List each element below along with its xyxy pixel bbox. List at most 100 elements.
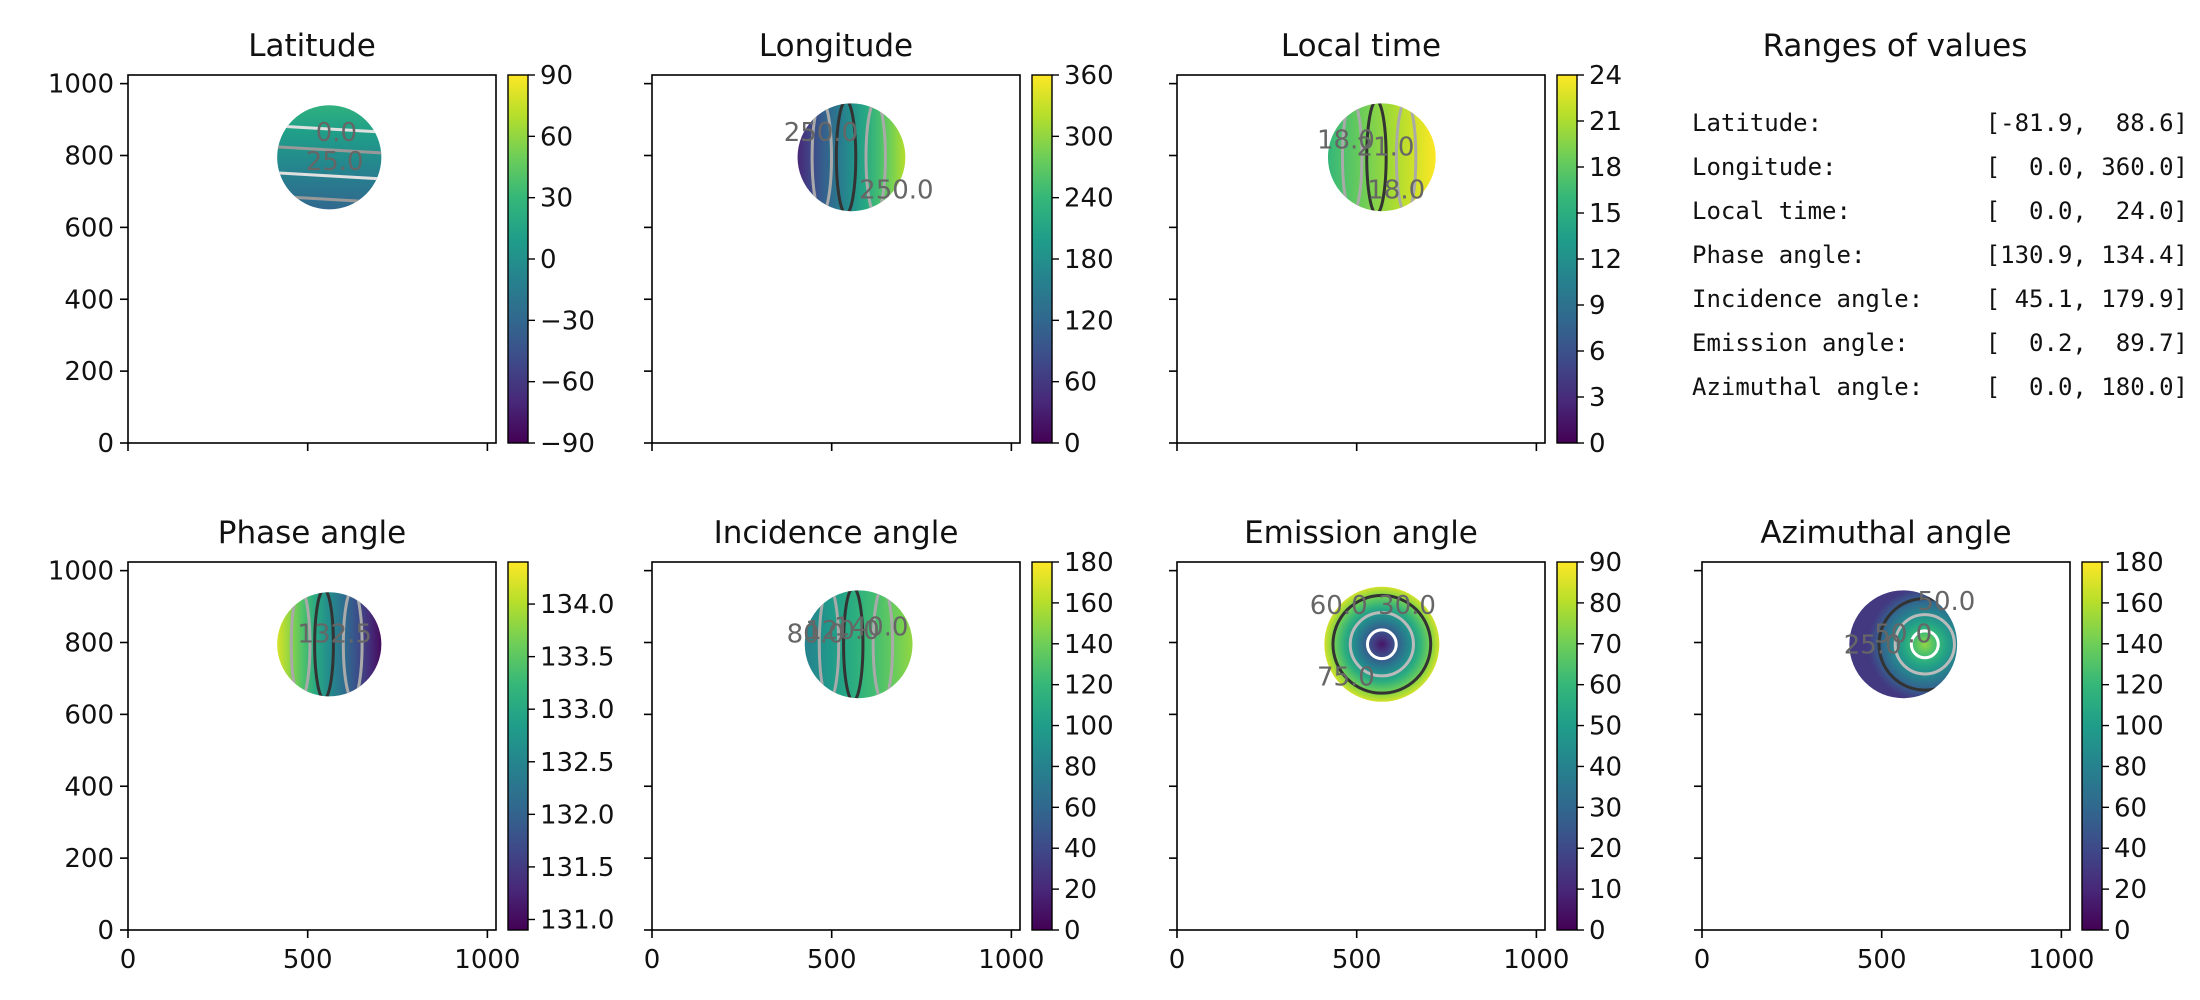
colorbar-tick-label: 21 [1589,107,1622,137]
colorbar-tick-label: 160 [1064,589,1114,619]
colorbar-tick-label: 12 [1589,245,1622,275]
x-tick-label: 0 [644,945,661,975]
axes-frame [651,74,1021,444]
colorbar-tick-label: 120 [1064,306,1114,336]
x-tick-label: 500 [1332,945,1382,975]
axes-frame [1701,561,2071,931]
colorbar-tick-label: 80 [1064,752,1097,782]
colorbar-tick-label: 133.0 [540,695,614,725]
y-tick-label: 200 [64,844,114,874]
contour-label: 0.0 [316,118,357,148]
contour-line [1877,596,1958,692]
colorbar-tick-label: 240 [1064,184,1114,214]
y-tick-label: 1000 [48,557,114,587]
contour-label: 60.0 [1310,591,1368,621]
range-value: [ 0.0, 180.0] [1986,373,2188,401]
axes-frame [127,74,497,444]
contour-line [1331,593,1433,695]
colorbar-tick-label: −30 [540,306,595,336]
colorbar-tick-label: 30 [540,184,573,214]
contour-label: 75.0 [1317,663,1375,693]
colorbar-tick-label: 140 [2114,630,2164,660]
planet-disk [797,103,906,212]
subplot-title: Azimuthal angle [1760,515,2011,551]
colorbar-tick-label: 6 [1589,337,1606,367]
axes-frame [651,561,1021,931]
colorbar-tick-label: −90 [540,429,595,459]
contour-label: 30.0 [1378,591,1436,621]
contour-line [277,124,382,134]
subplot-0: Latitude0.025.002004006008001000−90−60−3… [48,28,595,459]
colorbar [1031,74,1053,444]
colorbar-tick-label: 300 [1064,122,1114,152]
contour-line [1394,103,1418,212]
colorbar-tick-label: 180 [1064,548,1114,578]
colorbar-tick-label: 140 [1064,630,1114,660]
colorbar-tick-label: 134.0 [540,590,614,620]
colorbar-tick-label: 160 [2114,589,2164,619]
contour-label: 250.0 [859,176,933,206]
x-tick-label: 500 [1857,945,1907,975]
range-label: Incidence angle: [1692,285,1923,313]
colorbar-tick-label: 15 [1589,199,1622,229]
contour-line [313,592,335,697]
colorbar [2081,561,2103,931]
contour-line [277,145,382,155]
y-tick-label: 0 [97,429,114,459]
subplot-title: Phase angle [218,515,406,551]
contour-lines [817,590,895,699]
x-tick-label: 0 [1169,945,1186,975]
colorbar-tick-label: 60 [1064,368,1097,398]
colorbar-tick-label: 0 [1589,916,1606,946]
planet-disk [1324,586,1440,702]
colorbar-tick-label: 50 [1589,712,1622,742]
contour-label: 50.0 [1874,620,1932,650]
colorbar-tick-label: 40 [1589,752,1622,782]
axes-frame [1176,74,1546,444]
colorbar-tick-label: 80 [1589,589,1622,619]
colorbar-tick-label: 131.5 [540,853,614,883]
range-value: [ 0.0, 360.0] [1986,153,2188,181]
ranges-panel: Ranges of values Latitude: [-81.9, 88.6]L… [1692,28,2188,401]
subplot-title: Local time [1281,28,1441,64]
contour-label: 120.0 [805,616,879,646]
x-tick-label: 0 [120,945,137,975]
y-tick-label: 800 [64,142,114,172]
planet-disk [277,592,382,697]
y-tick-label: 800 [64,629,114,659]
contour-line [289,592,312,697]
range-label: Latitude: [1692,109,1822,137]
y-tick-label: 200 [64,357,114,387]
colorbar-tick-label: 9 [1589,291,1606,321]
panels: Latitude0.025.002004006008001000−90−60−3… [48,28,2164,975]
x-tick-label: 500 [283,945,333,975]
colorbar [507,74,529,444]
colorbar-tick-label: 90 [540,61,573,91]
contour-line [871,590,895,699]
contour-line [842,590,865,699]
colorbar-tick-label: 120 [2114,671,2164,701]
subplot-3: Phase angle 132.5 0 200 400 600 800 1000 0 500 100… [48,515,615,975]
subplot-title: Longitude [759,28,913,64]
contour-lines [1331,593,1433,695]
colorbar-tick-label: 30 [1589,793,1622,823]
colorbar-tick-label: 0 [1064,429,1081,459]
contour-label: 140.0 [834,612,908,642]
contour-label: 80.0 [787,620,845,650]
contour-line [277,171,382,181]
colorbar-tick-label: 132.0 [540,800,614,830]
y-tick-label: 600 [64,213,114,243]
range-label: Phase angle: [1692,241,1865,269]
colorbar-tick-label: 10 [1589,875,1622,905]
contour-line [1340,103,1364,212]
colorbar-tick-label: 20 [1589,834,1622,864]
colorbar-tick-label: 70 [1589,630,1622,660]
contour-lines [1340,103,1418,212]
colorbar-tick-label: 60 [1064,793,1097,823]
contour-line [810,103,834,212]
colorbar-tick-label: 120 [1064,671,1114,701]
colorbar-tick-label: 0 [1589,429,1606,459]
colorbar-tick-label: −60 [540,368,595,398]
